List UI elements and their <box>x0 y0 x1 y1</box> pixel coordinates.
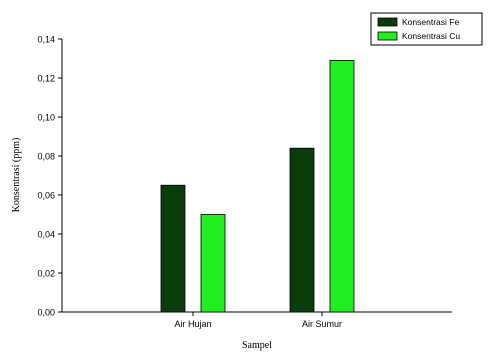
y-tick-label: 0,00 <box>37 308 55 318</box>
legend-swatch-cu <box>377 31 398 41</box>
bar-cu-air-sumur <box>329 60 355 313</box>
legend-label-cu: Konsentrasi Cu <box>402 31 460 41</box>
y-tick-label: 0,06 <box>37 191 55 201</box>
legend-swatch-fe <box>377 17 398 27</box>
bars <box>160 60 355 313</box>
x-tick-label: Air Sumur <box>302 319 342 329</box>
x-axis-ticks: Air Hujan Air Sumur <box>174 312 342 329</box>
y-tick-label: 0,02 <box>37 269 55 279</box>
bar-cu-air-hujan <box>200 214 226 313</box>
y-tick-label: 0,12 <box>37 74 55 84</box>
y-tick-label: 0,08 <box>37 152 55 162</box>
y-axis-ticks: 0,00 0,02 0,04 0,06 0,08 0,10 0,12 0,14 <box>37 35 62 318</box>
x-tick-label: Air Hujan <box>174 319 211 329</box>
bar-fe-air-sumur <box>289 147 315 313</box>
legend: Konsentrasi Fe Konsentrasi Cu <box>370 12 483 46</box>
legend-label-fe: Konsentrasi Fe <box>402 17 459 27</box>
bar-fe-air-hujan <box>160 184 186 313</box>
y-axis-label: Konsentrasi (ppm) <box>11 138 22 213</box>
y-tick-label: 0,14 <box>37 35 55 45</box>
x-axis-label: Sampel <box>242 340 272 351</box>
y-tick-label: 0,04 <box>37 230 55 240</box>
y-tick-label: 0,10 <box>37 113 55 123</box>
